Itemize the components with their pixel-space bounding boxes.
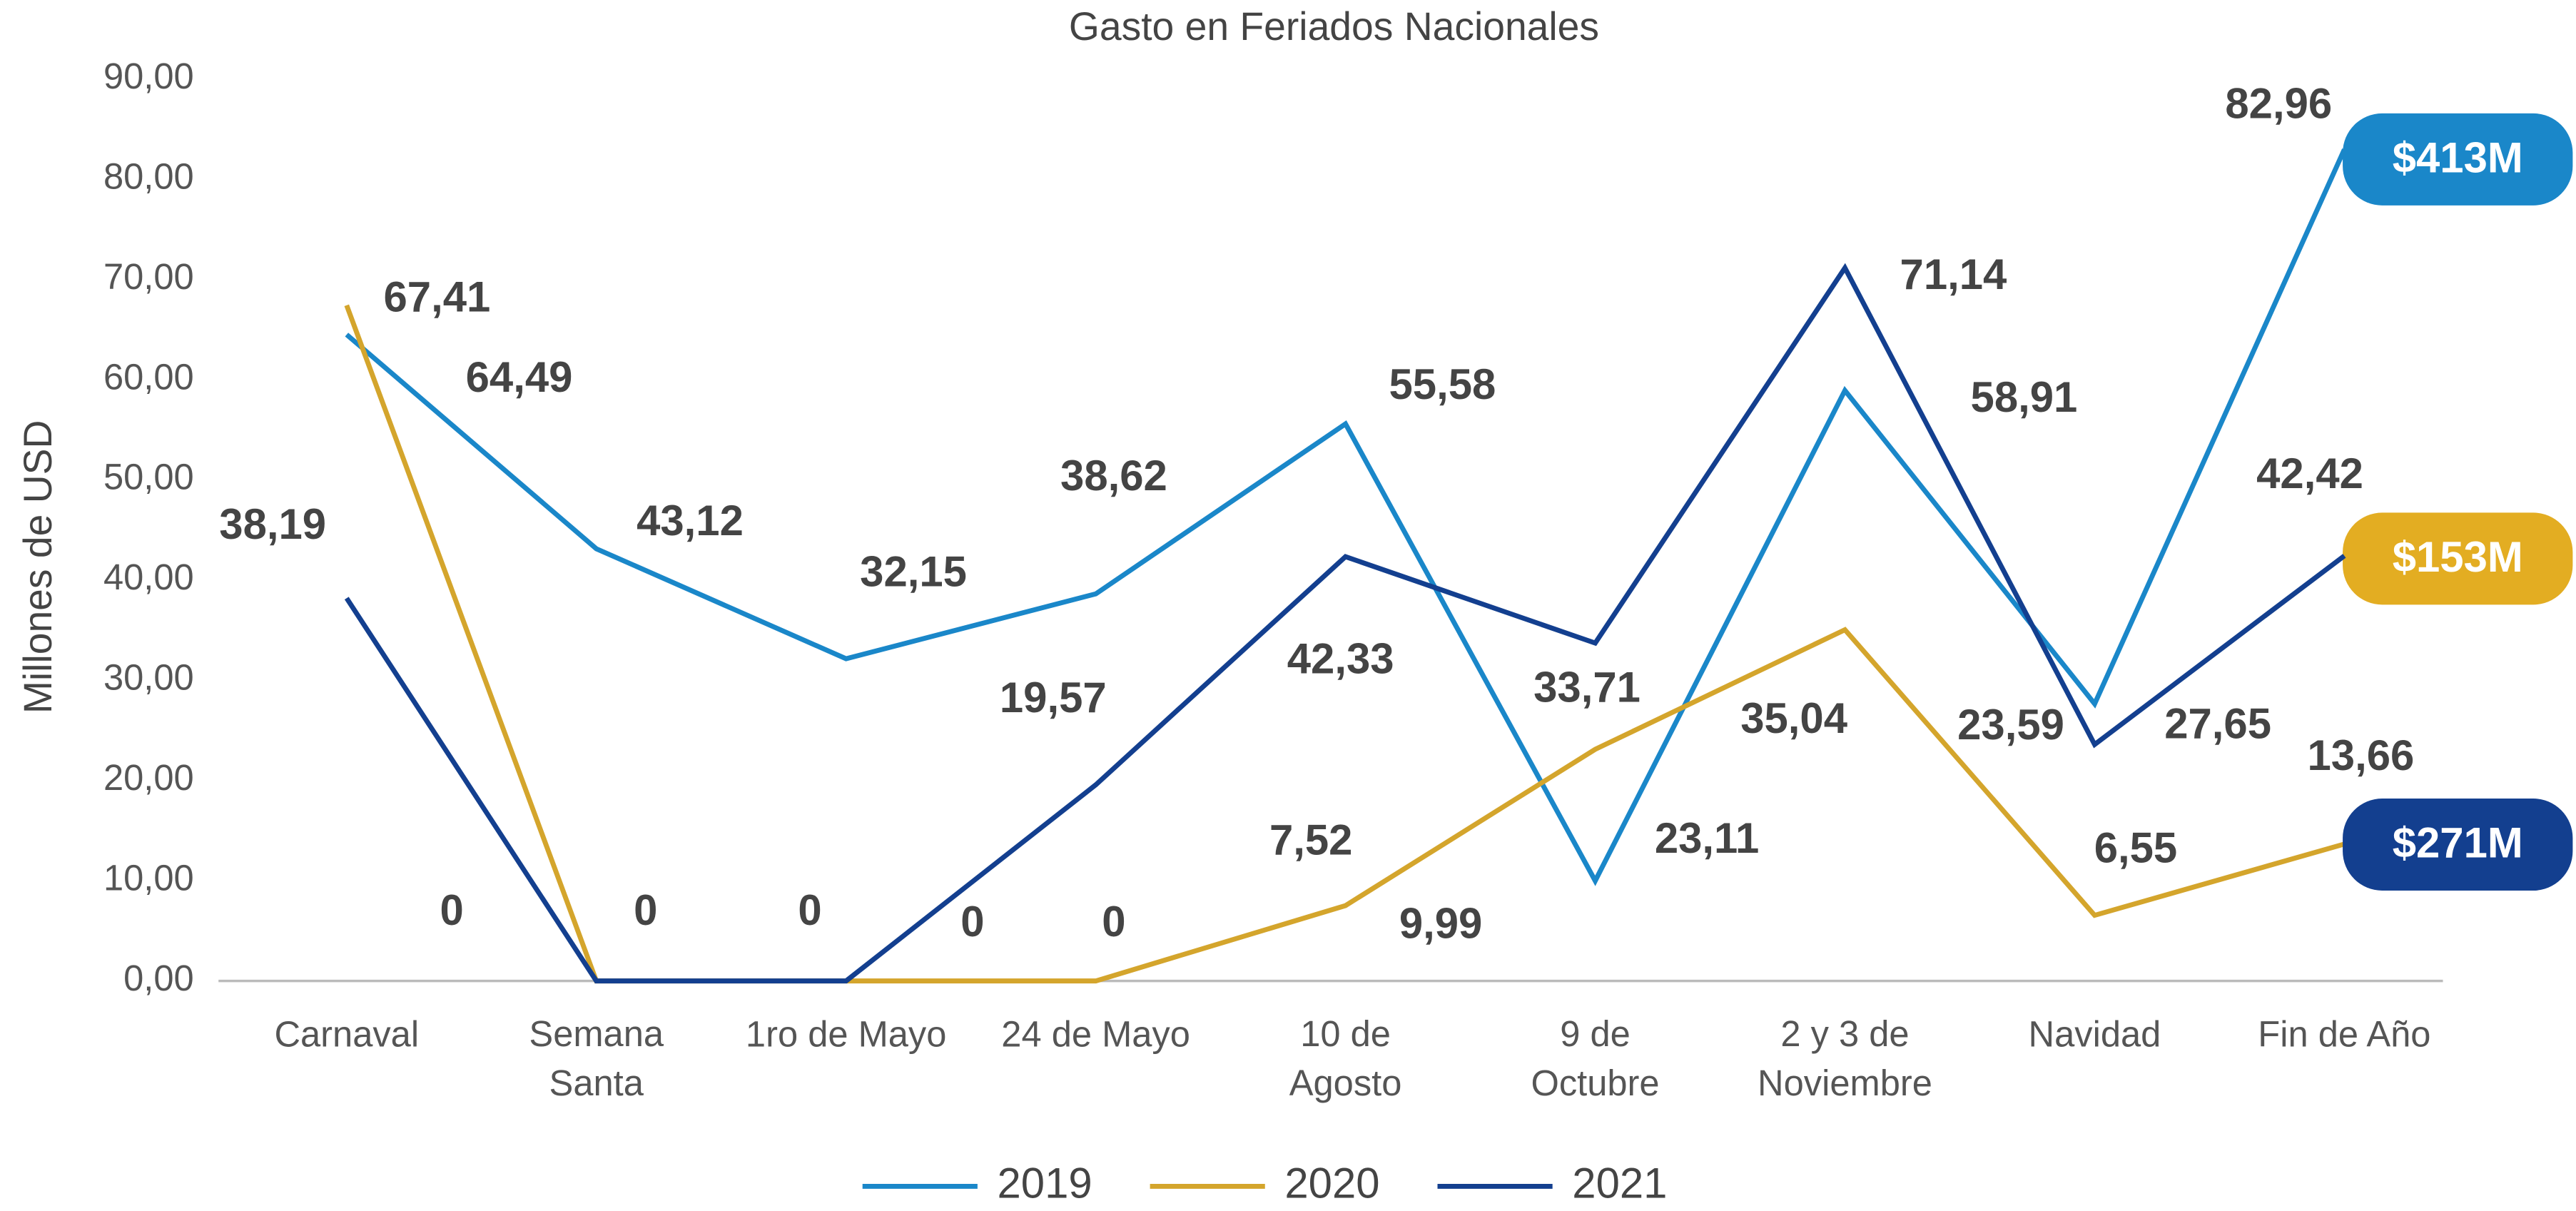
data-label: 71,14 [1900,250,2007,298]
x-tick-label: Navidad [2029,1013,2161,1054]
x-tick-label: 9 de Octubre [1531,1013,1659,1103]
total-label: $413M [2393,133,2523,181]
data-label: 0 [960,898,984,946]
data-label: 38,19 [219,500,326,548]
x-tick-label: 2 y 3 de Noviembre [1758,1013,1932,1103]
total-badge [2343,512,2573,605]
data-label: 32,15 [860,547,967,595]
data-label: 64,49 [466,353,573,401]
x-tick-label: Semana Santa [529,1013,664,1103]
x-tick-label: 1ro de Mayo [746,1013,946,1054]
y-tick-label: 0,00 [123,958,194,998]
data-label: 42,42 [2256,450,2363,497]
data-label: 58,91 [1971,373,2078,421]
data-label: 38,62 [1060,452,1167,500]
chart-title: Gasto en Feriados Nacionales [1069,4,1599,49]
y-tick-label: 90,00 [103,56,194,96]
y-tick-label: 70,00 [103,256,194,297]
y-tick-label: 40,00 [103,557,194,597]
x-tick-label: Carnaval [274,1013,419,1054]
x-tick-label: 24 de Mayo [1001,1013,1190,1054]
series-line [345,148,2347,886]
y-tick-label: 10,00 [103,858,194,898]
x-tick-label: Fin de Año [2258,1013,2430,1054]
y-tick-label: 30,00 [103,657,194,698]
data-label: 13,66 [2308,731,2415,779]
legend-label: 2021 [1572,1159,1667,1207]
x-tick-label: 10 de Agosto [1289,1013,1402,1103]
data-label: 23,11 [1655,814,1759,862]
data-label: 0 [798,886,821,934]
data-label: 43,12 [637,497,744,544]
total-badge [2343,799,2573,891]
data-label: 0 [440,886,463,934]
legend-label: 2020 [1284,1159,1379,1207]
data-label: 33,71 [1533,664,1641,711]
total-label: $271M [2393,819,2523,867]
data-label: 55,58 [1389,360,1496,408]
data-label: 67,41 [384,273,491,321]
data-label: 0 [634,886,657,934]
data-label: 23,59 [1957,701,2064,749]
data-label: 42,33 [1287,634,1394,682]
y-tick-label: 50,00 [103,457,194,497]
data-label: 0 [1102,898,1125,946]
total-label: $153M [2393,533,2523,581]
data-label: 27,65 [2164,699,2271,747]
data-label: 82,96 [2225,79,2332,127]
data-label: 19,57 [1000,674,1107,721]
y-tick-label: 60,00 [103,356,194,397]
data-label: 6,55 [2094,824,2178,872]
series-line [344,263,2346,984]
y-tick-label: 80,00 [103,156,194,196]
data-label: 7,52 [1269,816,1353,863]
y-tick-label: 20,00 [103,757,194,798]
legend-label: 2019 [997,1159,1092,1207]
data-label: 9,99 [1399,900,1483,948]
total-badge [2343,113,2573,206]
y-axis-label: Millones de USD [16,420,60,714]
data-label: 35,04 [1740,694,1847,742]
